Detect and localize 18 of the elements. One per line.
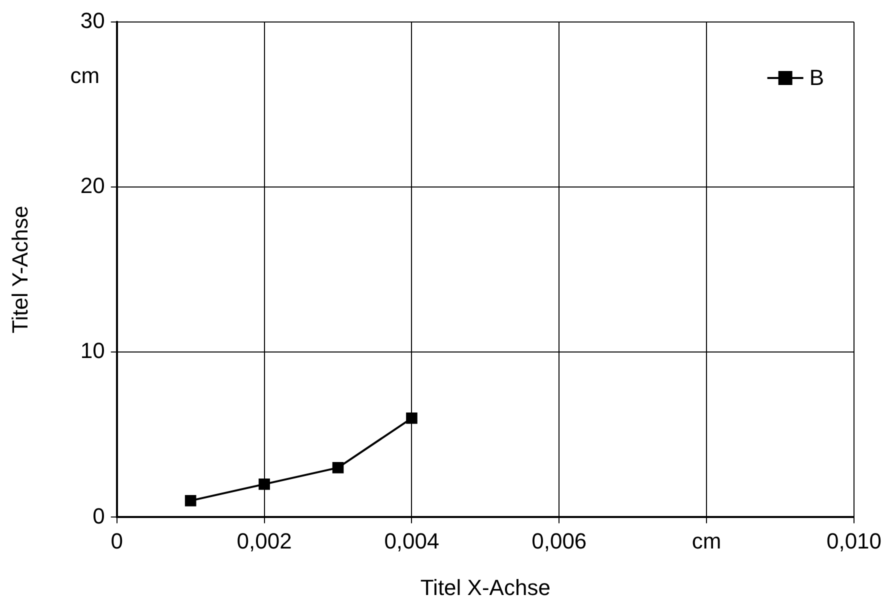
- y-tick-label: 10: [80, 338, 105, 364]
- point: [184, 495, 196, 506]
- point: [406, 412, 418, 424]
- x-axis-title: Titel X-Achse: [420, 574, 550, 600]
- x-tick-label: cm: [692, 528, 722, 554]
- y-axis-title: Titel Y-Achse: [7, 206, 32, 334]
- y-tick-label: 0: [92, 503, 105, 528]
- x-tick-label: 0,004: [384, 528, 440, 554]
- point: [258, 478, 270, 490]
- x-tick-label: 0: [110, 528, 123, 554]
- y-tick-label: 30: [80, 8, 105, 34]
- x-tick-label: 0,010: [826, 528, 882, 554]
- point: [332, 462, 344, 474]
- text: cm: [70, 63, 100, 88]
- legend-label: B: [809, 65, 824, 90]
- x-tick-label: 0,006: [532, 528, 587, 554]
- x-tick-label: 0,002: [236, 528, 292, 554]
- y-tick-label: 20: [80, 173, 105, 198]
